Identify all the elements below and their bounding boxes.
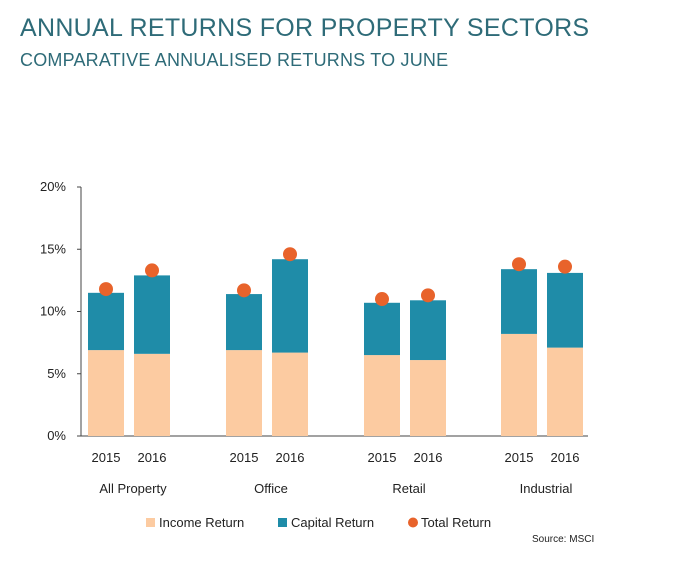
bar-capital-office-2016 [272,259,308,353]
x-tick-label: 2016 [276,450,305,465]
bar-income-retail-2015 [364,355,400,436]
bar-capital-all-property-2015 [88,292,124,351]
source-note: Source: MSCI [532,534,594,545]
x-tick-label: 2016 [551,450,580,465]
dot-total-office-2016 [283,247,297,262]
bar-capital-office-2015 [226,294,262,351]
dot-total-industrial-2015 [512,257,526,272]
legend-swatch-income-return [146,518,155,527]
total-return-dots [99,247,572,307]
y-tick-label: 10% [40,304,66,319]
bars [88,259,583,436]
dot-total-office-2015 [237,283,251,298]
bar-income-retail-2016 [410,360,446,436]
y-tick-label: 0% [47,428,66,443]
dot-total-all-property-2016 [145,263,159,278]
legend-label-capital-return: Capital Return [291,515,374,530]
legend-label-income-return: Income Return [159,515,244,530]
chart-subtitle: COMPARATIVE ANNUALISED RETURNS TO JUNE [20,50,449,70]
legend-label-total-return: Total Return [421,515,491,530]
legend: Income Return Capital Return Total Return [146,515,491,530]
dot-total-retail-2015 [375,292,389,307]
bar-capital-industrial-2016 [547,272,583,348]
group-label-industrial: Industrial [520,481,573,496]
x-tick-label: 2015 [368,450,397,465]
bar-income-office-2015 [226,350,262,436]
x-tick-label: 2015 [230,450,259,465]
bar-income-all-property-2015 [88,350,124,436]
group-label-office: Office [254,481,288,496]
x-tick-label: 2015 [505,450,534,465]
bar-capital-all-property-2016 [134,275,170,354]
group-label-retail: Retail [392,481,425,496]
bar-income-all-property-2016 [134,353,170,436]
bar-income-industrial-2016 [547,347,583,436]
bar-capital-industrial-2015 [501,269,537,334]
bar-income-industrial-2015 [501,333,537,436]
dot-total-all-property-2015 [99,282,113,297]
dot-total-retail-2016 [421,288,435,303]
bar-capital-retail-2016 [410,300,446,361]
legend-swatch-capital-return [278,518,287,527]
y-tick-label: 20% [40,179,66,194]
dot-total-industrial-2016 [558,259,572,274]
bar-capital-retail-2015 [364,302,400,356]
group-label-all-property: All Property [99,481,167,496]
y-tick-label: 15% [40,241,66,256]
chart-title: ANNUAL RETURNS FOR PROPERTY SECTORS [20,14,590,42]
legend-swatch-total-return [408,517,418,528]
bar-income-office-2016 [272,352,308,436]
x-tick-label: 2016 [138,450,167,465]
y-tick-label: 5% [47,366,66,381]
x-tick-label: 2016 [414,450,443,465]
x-axis-labels: 2015 2016 All Property 2015 2016 Office 2015 20… [92,450,580,496]
x-tick-label: 2015 [92,450,121,465]
